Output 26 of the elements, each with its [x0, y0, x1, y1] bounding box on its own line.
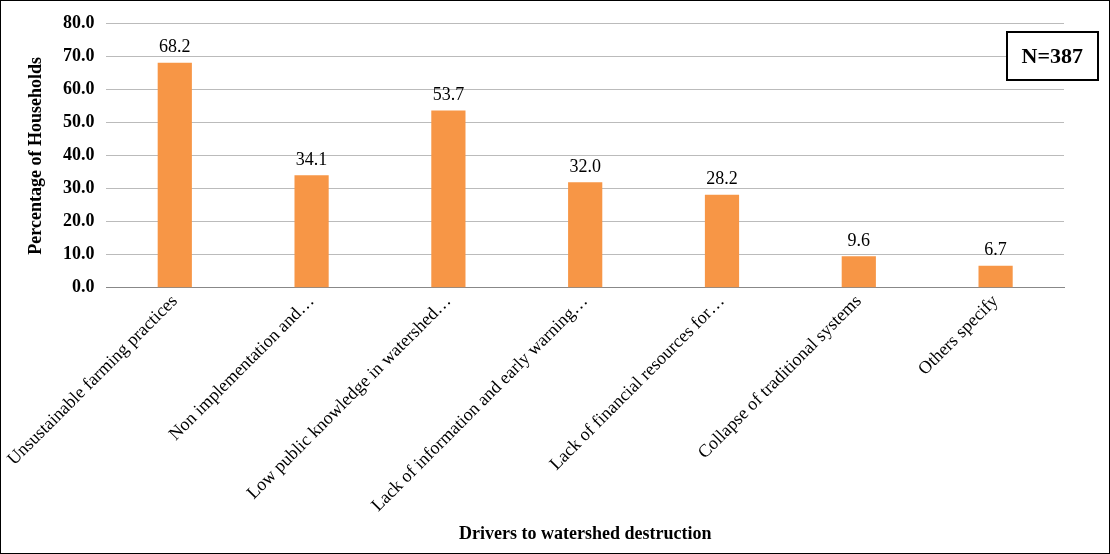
data-label: 34.1	[295, 149, 328, 170]
bar	[157, 62, 192, 288]
bar	[978, 265, 1013, 288]
data-label: 32.0	[569, 155, 601, 176]
y-axis-title: Percentage of Households	[24, 56, 45, 255]
y-tick-label: 80.0	[62, 12, 95, 33]
x-axis-title: Drivers to watershed destruction	[458, 522, 712, 543]
y-tick-label: 0.0	[71, 276, 95, 297]
y-tick-label: 10.0	[62, 243, 95, 264]
bar	[704, 194, 740, 288]
y-tick-label: 30.0	[62, 177, 95, 198]
y-tick-label: 20.0	[62, 210, 95, 231]
y-tick-label: 70.0	[62, 45, 95, 66]
data-label: 68.2	[159, 36, 191, 57]
bar	[841, 256, 876, 288]
annotation: N=387	[1005, 31, 1099, 81]
data-label: 28.2	[706, 168, 738, 189]
bar	[294, 175, 329, 288]
bar	[431, 110, 466, 288]
data-label: 53.7	[432, 84, 465, 105]
y-tick-label: 50.0	[62, 111, 95, 132]
data-label: 6.7	[984, 239, 1007, 260]
y-tick-label: 40.0	[62, 144, 95, 165]
bar	[568, 182, 603, 288]
data-label: 9.6	[847, 229, 871, 250]
y-tick-label: 60.0	[62, 78, 95, 99]
